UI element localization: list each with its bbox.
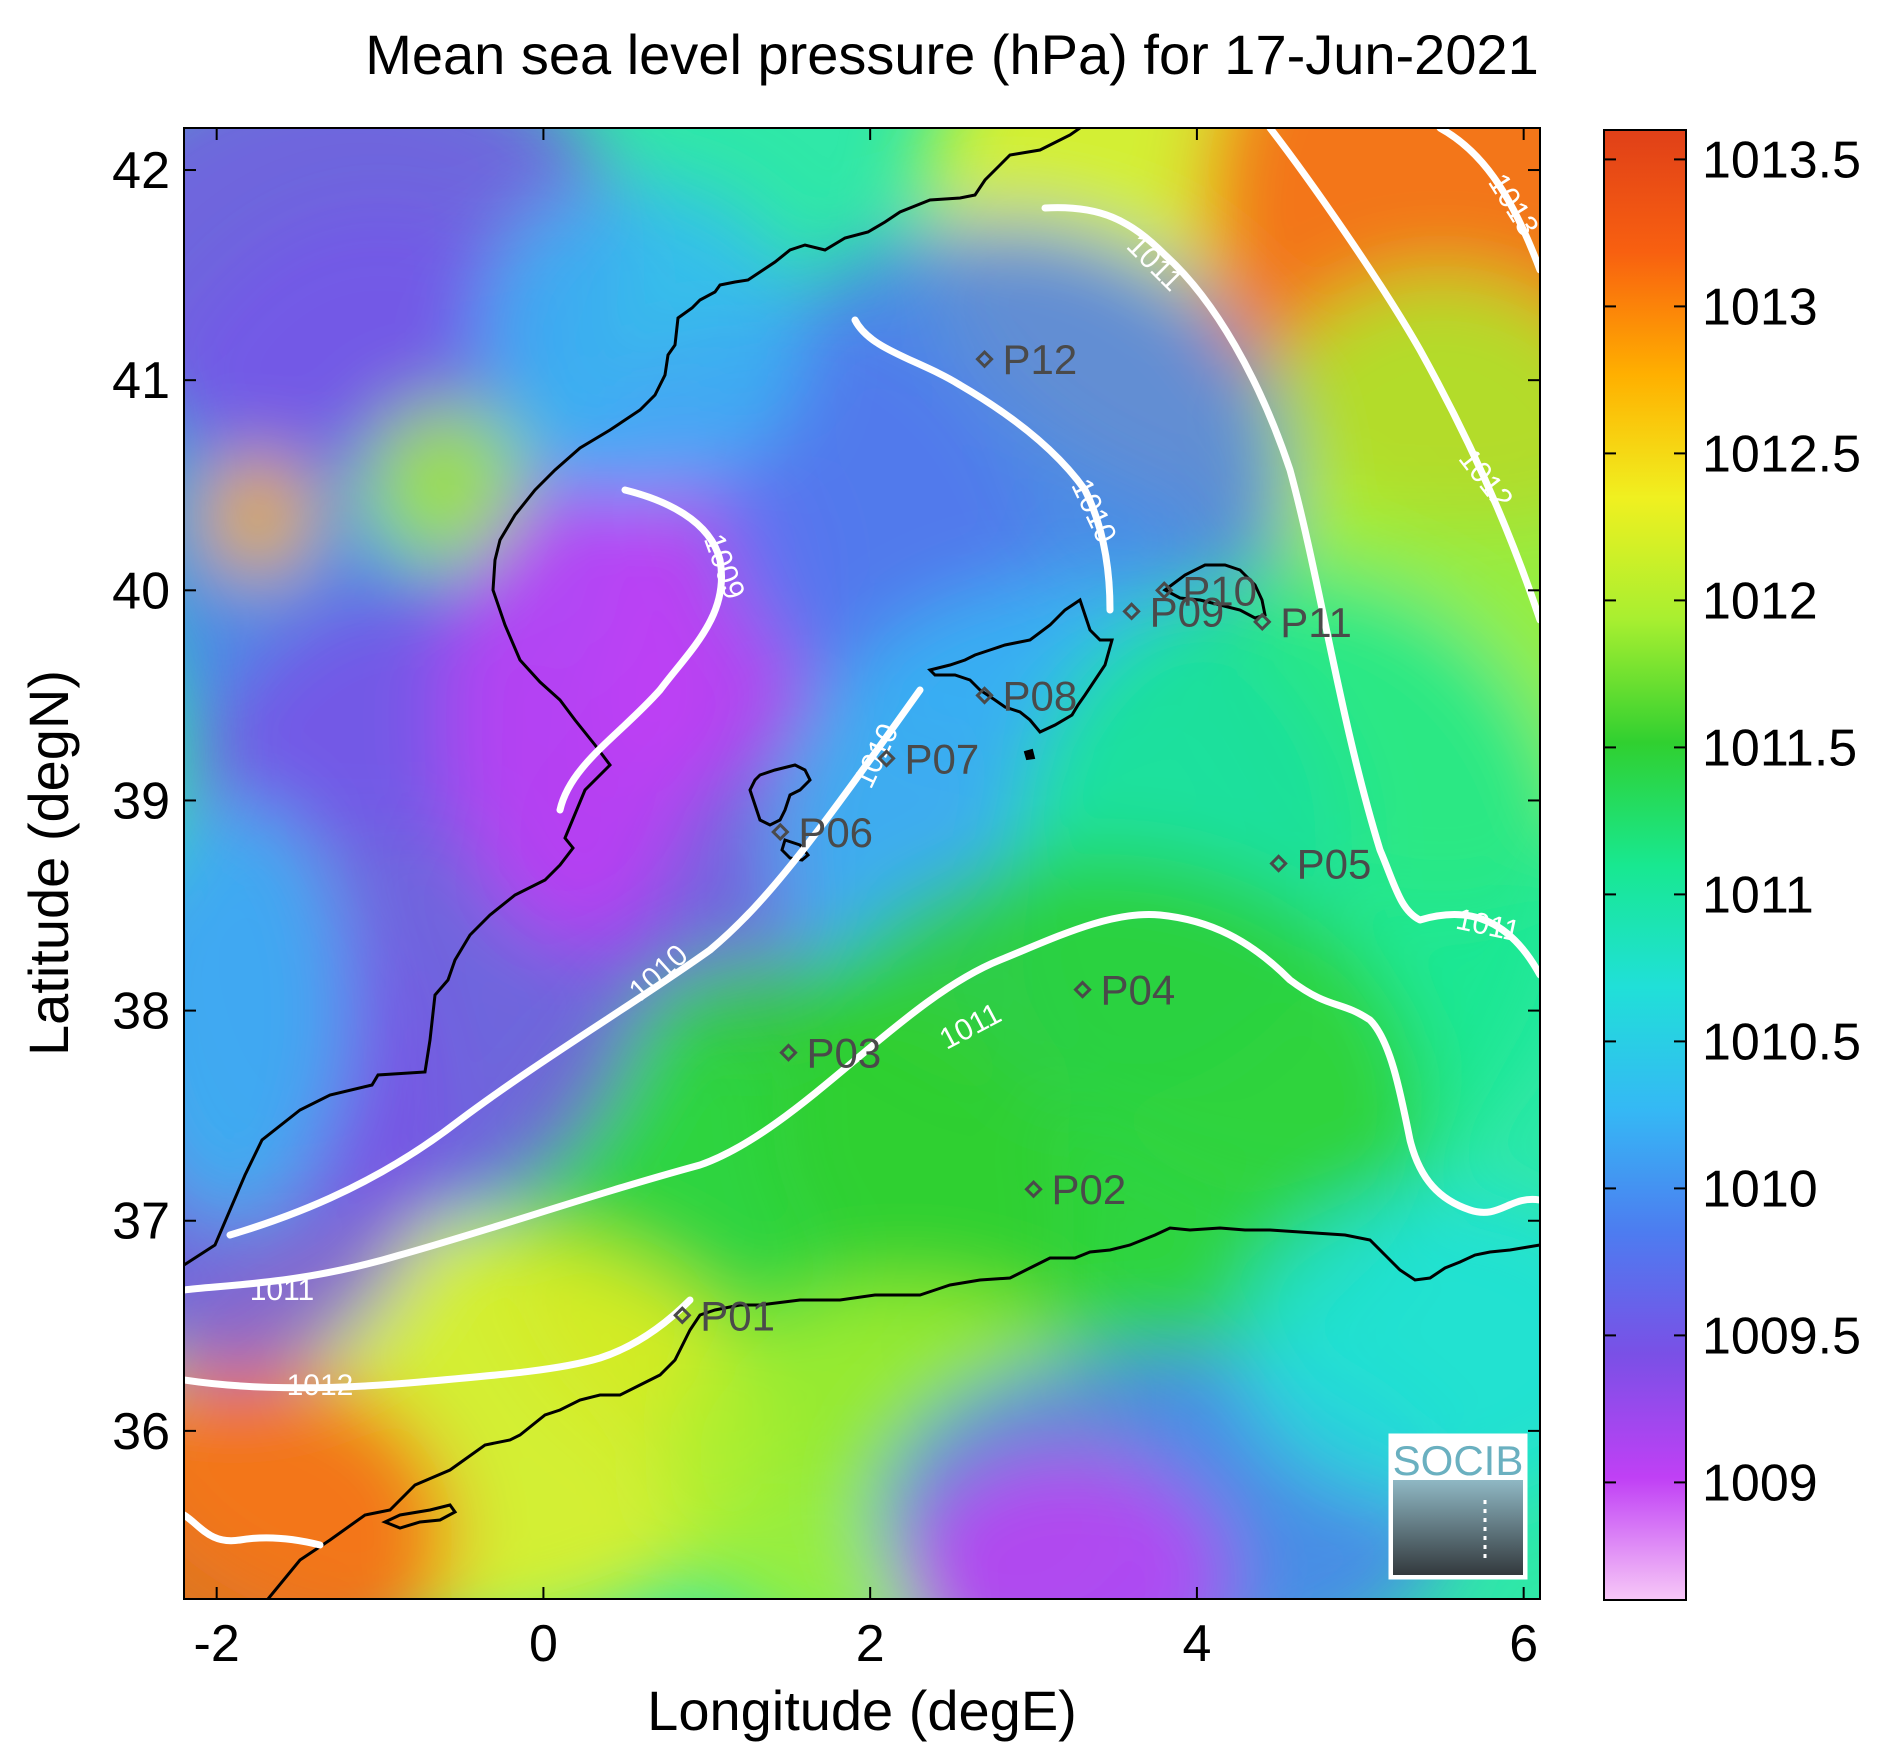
- x-tick-label: 0: [529, 1615, 558, 1673]
- colorbar-tick-label: 1010: [1702, 1160, 1818, 1218]
- y-tick-label: 39: [112, 772, 170, 830]
- station-marker: [1253, 612, 1272, 632]
- x-axis-label: Longitude (degE): [647, 1679, 1077, 1742]
- station-label: P04: [1101, 967, 1176, 1014]
- isobar-1012-east: [1266, 128, 1540, 624]
- isobar-1011-north: [1041, 204, 1540, 979]
- coastline-iberia: [184, 128, 1081, 1267]
- station-label: P07: [905, 735, 980, 782]
- station-marker: [877, 749, 896, 768]
- station-label: P03: [806, 1030, 881, 1077]
- station-label: P11: [1280, 599, 1352, 646]
- station-label: P06: [798, 809, 873, 856]
- station-label: P12: [1003, 336, 1078, 383]
- pressure-field-cell: [445, 485, 707, 948]
- island-alboran: [381, 1503, 458, 1530]
- pressure-field-cell: [184, 800, 348, 1221]
- colorbar: [1603, 129, 1687, 1601]
- station-marker: [975, 686, 994, 705]
- pressure-field-cell: [1237, 1189, 1540, 1505]
- x-tick-label: 6: [1509, 1615, 1538, 1673]
- isobar-1012-corner: [184, 1511, 324, 1549]
- isobar-1010-south: [226, 686, 924, 1239]
- station-marker: [1024, 1180, 1043, 1199]
- socib-logo: SOCIB: [1388, 1433, 1528, 1580]
- station-label: P02: [1052, 1166, 1127, 1213]
- colorbar-tick-label: 1013: [1702, 278, 1818, 336]
- chart-title: Mean sea level pressure (hPa) for 17-Jun…: [365, 23, 1539, 86]
- isobar-1010-north: [851, 316, 1114, 614]
- station-label: P05: [1297, 841, 1372, 888]
- island-menorca: [1162, 563, 1267, 620]
- isobar-1013: [1436, 128, 1540, 274]
- island-formentera: [780, 838, 811, 862]
- isobar-contours: [184, 128, 1540, 1549]
- pressure-field-cell: [363, 401, 528, 570]
- map-plot-area: 1009101010101010101110111011101110121012…: [184, 128, 1540, 1599]
- station-marker: [771, 822, 790, 842]
- station-label: P10: [1182, 567, 1257, 614]
- station-marker: [1073, 980, 1092, 999]
- station-marker: [1155, 581, 1174, 600]
- y-tick-label: 37: [112, 1193, 170, 1251]
- y-tick-label: 38: [112, 983, 170, 1041]
- y-tick-label: 40: [112, 562, 170, 620]
- x-tick-label: 2: [856, 1615, 885, 1673]
- station-marker: [673, 1306, 692, 1325]
- y-axis-label: Latitude (degN): [17, 670, 80, 1056]
- y-tick-label: 42: [112, 142, 170, 200]
- isobar-1012-sw: [184, 1296, 694, 1392]
- x-tick-label: -2: [194, 1615, 240, 1673]
- island-mallorca: [927, 597, 1114, 734]
- x-axis: -2 0 2 4 6: [194, 128, 1538, 1673]
- station-marker: [975, 349, 994, 369]
- colorbar-tick-label: 1009: [1702, 1454, 1818, 1512]
- colorbar-tick-label: 1012.5: [1702, 425, 1861, 483]
- plot-frame: [183, 127, 1541, 1600]
- station-label: P08: [1003, 672, 1078, 719]
- isobar-1009: [556, 486, 725, 814]
- pressure-field-cell: [902, 1451, 1230, 1599]
- colorbar-tick-label: 1012: [1702, 572, 1818, 630]
- socib-logo-text: SOCIB: [1393, 1437, 1524, 1484]
- isobar-label: 1011: [250, 1274, 315, 1307]
- colorbar-tick-label: 1013.5: [1702, 131, 1861, 189]
- pressure-field-cell: [478, 180, 805, 496]
- y-tick-label: 36: [112, 1403, 170, 1461]
- colorbar-tick-label: 1011.5: [1702, 719, 1857, 777]
- isobar-1011-south: [184, 910, 1540, 1294]
- x-tick-label: 4: [1182, 1615, 1211, 1673]
- colorbar-ticks: 1009 1009.5 1010 1010.5 1011 1011.5 1012 1012.5…: [1604, 131, 1861, 1512]
- y-tick-label: 41: [112, 352, 170, 410]
- island-cabrera: [1023, 748, 1036, 761]
- colorbar-tick-label: 1009.5: [1702, 1307, 1861, 1365]
- station-marker: [1122, 602, 1141, 621]
- station-label: P01: [700, 1292, 775, 1339]
- colorbar-tick-label: 1010.5: [1702, 1013, 1861, 1071]
- y-axis: 36 37 38 39 40 41 42: [112, 142, 1540, 1461]
- isobar-label: 1012: [287, 1369, 354, 1402]
- pressure-field-cell: [200, 453, 315, 580]
- station-marker: [779, 1043, 798, 1062]
- island-ibiza: [748, 763, 812, 827]
- coastline-north-africa: [266, 1226, 1540, 1599]
- colorbar-tick-label: 1011: [1702, 866, 1814, 924]
- station-marker: [1269, 854, 1288, 873]
- pressure-field: [184, 128, 1540, 1599]
